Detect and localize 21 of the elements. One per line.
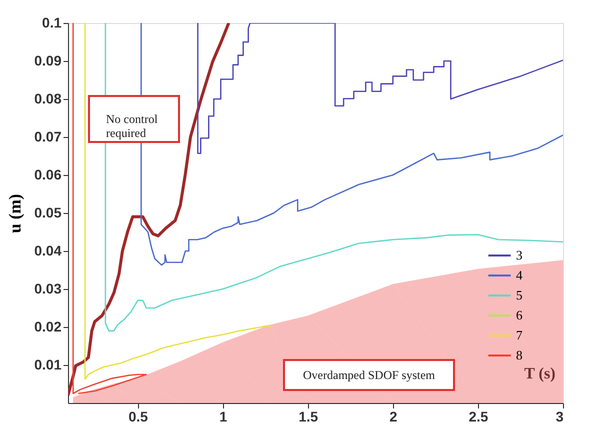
y-tick-label: 0.06 bbox=[34, 166, 62, 182]
x-tick-label: 2 bbox=[390, 408, 398, 424]
annotation: No control required bbox=[106, 112, 158, 140]
line-series bbox=[197, 23, 563, 154]
y-tick-label: 0.02 bbox=[34, 318, 62, 334]
x-tick-label: 1 bbox=[219, 408, 228, 424]
x-tick-label: 3 bbox=[556, 408, 564, 424]
legend-label: 3 bbox=[516, 248, 522, 262]
y-tick-label: 0.03 bbox=[34, 280, 62, 296]
y-tick-label: 0.09 bbox=[34, 52, 62, 68]
y-axis-title: u (m) bbox=[5, 194, 24, 234]
x-tick-label: 1.5 bbox=[298, 408, 318, 424]
y-tick-label: 0.04 bbox=[34, 242, 62, 258]
y-tick-label: 0.1 bbox=[42, 14, 62, 30]
y-tick-label: 0.07 bbox=[34, 128, 62, 144]
y-tick-label: 0.01 bbox=[34, 356, 62, 372]
y-tick-label: 0.08 bbox=[34, 90, 62, 106]
line-series bbox=[104, 23, 563, 332]
x-tick-label: 0.5 bbox=[128, 408, 148, 424]
x-tick-label: 2.5 bbox=[468, 408, 488, 424]
y-tick-label: 0.05 bbox=[34, 204, 62, 220]
